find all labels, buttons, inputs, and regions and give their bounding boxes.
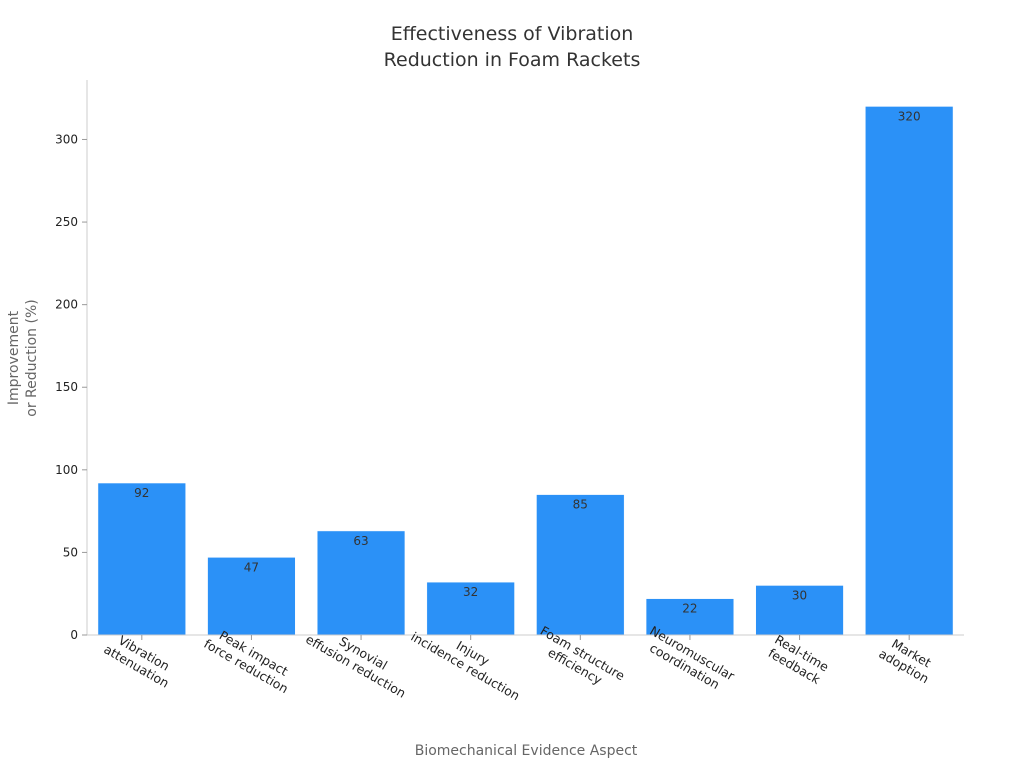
bar-value-label: 85 [573, 498, 588, 512]
chart-title-line: Effectiveness of Vibration [391, 23, 634, 45]
chart-title: Effectiveness of Vibration Reduction in F… [384, 23, 641, 71]
x-axis-title-text: Biomechanical Evidence Aspect [415, 743, 638, 759]
y-axis-title-line: or Reduction (%) [24, 299, 40, 416]
bar [426, 581, 515, 636]
y-tick-label: 300 [55, 132, 78, 146]
bar [316, 530, 406, 636]
bar [645, 598, 735, 636]
bar [755, 585, 844, 636]
x-tick-label: Marketadoption [876, 633, 939, 687]
bar-value-label: 32 [463, 585, 478, 599]
bar-value-label: 47 [244, 560, 259, 574]
chart-title-line: Reduction in Foam Rackets [384, 49, 641, 71]
y-axis-title-line: Improvement [6, 310, 22, 405]
bar [97, 482, 186, 636]
y-tick-label: 150 [55, 380, 78, 394]
y-tick-label: 50 [63, 545, 78, 559]
bar-value-label: 30 [792, 588, 807, 602]
bars: 92 47 63 32 85 22 30 320 [97, 106, 954, 636]
y-tick-label: 200 [55, 298, 78, 312]
y-axis: 0 50 100 150 200 250 300 [55, 80, 88, 642]
x-tick-label: Real-timefeedback [765, 632, 832, 688]
y-axis-title-text: Improvement or Reduction (%) [6, 299, 40, 416]
bar-value-label: 92 [134, 486, 149, 500]
bar [207, 557, 296, 636]
x-tick-label: Vibrationattenuation [101, 628, 179, 690]
bar-value-label: 22 [682, 602, 697, 616]
bar [536, 494, 625, 636]
y-tick-label: 0 [70, 628, 78, 642]
y-tick-label: 250 [55, 215, 78, 229]
y-axis-title: Improvement or Reduction (%) [6, 299, 40, 416]
bar-value-label: 63 [353, 534, 368, 548]
y-tick-label: 100 [55, 463, 78, 477]
bar [865, 106, 954, 636]
x-axis-title: Biomechanical Evidence Aspect [415, 743, 638, 759]
bar-value-label: 320 [898, 109, 921, 123]
